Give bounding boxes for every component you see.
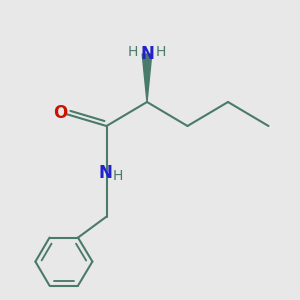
Text: H: H (155, 45, 166, 58)
Text: N: N (140, 45, 154, 63)
Text: N: N (98, 164, 112, 181)
Polygon shape (142, 54, 152, 102)
Text: H: H (128, 45, 138, 58)
Text: O: O (53, 103, 68, 122)
Text: H: H (113, 169, 123, 183)
